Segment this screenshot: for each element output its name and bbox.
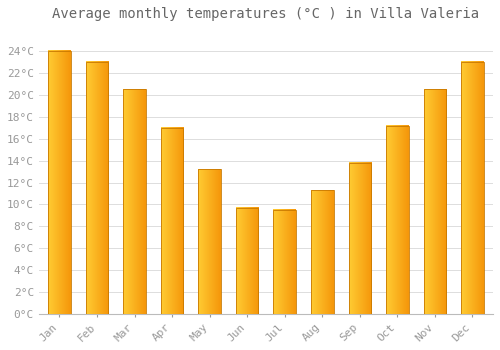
Bar [124, 89, 146, 314]
Title: Average monthly temperatures (°C ) in Villa Valeria: Average monthly temperatures (°C ) in Vi… [52, 7, 480, 21]
Bar [386, 126, 408, 314]
Bar [236, 208, 258, 314]
Bar [198, 169, 221, 314]
Bar [274, 210, 296, 314]
Bar [161, 128, 184, 314]
Bar [86, 62, 108, 314]
Bar [348, 163, 371, 314]
Bar [311, 190, 334, 314]
Bar [48, 51, 70, 314]
Bar [461, 62, 483, 314]
Bar [424, 89, 446, 314]
